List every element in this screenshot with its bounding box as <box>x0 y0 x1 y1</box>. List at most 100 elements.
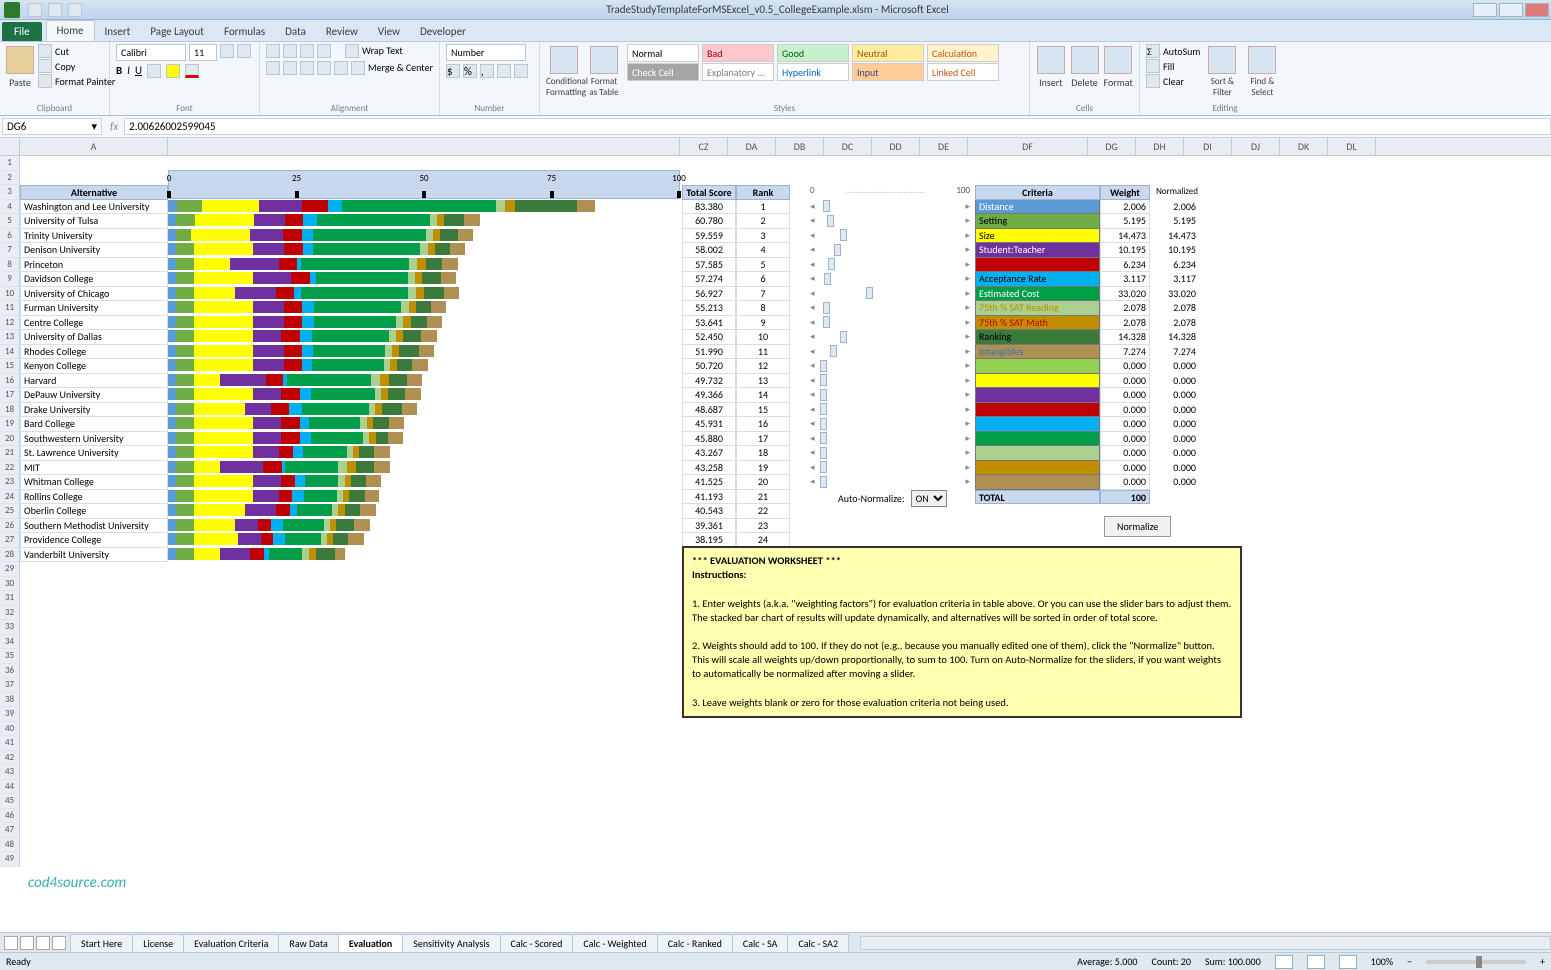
save-icon[interactable] <box>28 3 42 17</box>
slider[interactable]: ◂▸ <box>810 373 970 388</box>
col-header[interactable]: DD <box>872 138 920 155</box>
col-header[interactable] <box>168 138 680 155</box>
alternative-cell[interactable]: Southwestern University <box>20 432 168 447</box>
zoom-out-button[interactable]: − <box>1407 955 1412 968</box>
fx-icon[interactable]: fx <box>110 120 118 133</box>
cell-styles-gallery[interactable]: NormalBadGoodNeutralCalculationCheck Cel… <box>626 44 1000 81</box>
alternative-cell[interactable]: Trinity University <box>20 229 168 244</box>
zoom-slider[interactable] <box>1426 960 1526 964</box>
sheet-tab[interactable]: Calc - Weighted <box>572 934 657 952</box>
italic-button[interactable]: I <box>127 64 130 78</box>
ribbon-tab-formulas[interactable]: Formulas <box>214 22 275 41</box>
comma-icon[interactable]: , <box>480 64 494 78</box>
cut-button[interactable]: Cut <box>38 44 115 58</box>
slider[interactable]: ◂▸ <box>810 214 970 229</box>
slider[interactable]: ◂▸ <box>810 315 970 330</box>
fill-color-icon[interactable] <box>166 64 180 78</box>
currency-icon[interactable]: $ <box>446 64 460 78</box>
tab-prev-icon[interactable] <box>20 936 34 950</box>
formula-input[interactable]: 2.00626002599045 <box>124 118 1551 135</box>
alternative-cell[interactable]: Vanderbilt University <box>20 548 168 563</box>
inc-dec-icon[interactable] <box>497 64 511 78</box>
ribbon-tab-view[interactable]: View <box>368 22 410 41</box>
align-mid-icon[interactable] <box>283 44 297 58</box>
sheet-tab[interactable]: Sensitivity Analysis <box>402 934 500 952</box>
sheet-tab[interactable]: Calc - Ranked <box>657 934 733 952</box>
slider[interactable]: ◂▸ <box>810 257 970 272</box>
slider[interactable]: ◂▸ <box>810 460 970 475</box>
sheet-tab[interactable]: Calc - SA2 <box>787 934 849 952</box>
alternative-cell[interactable]: Rollins College <box>20 490 168 505</box>
clear-button[interactable]: Clear <box>1146 74 1200 88</box>
close-button[interactable] <box>1525 3 1549 17</box>
col-header[interactable]: DC <box>824 138 872 155</box>
slider[interactable]: ◂▸ <box>810 286 970 301</box>
underline-button[interactable]: U <box>135 64 142 78</box>
alternative-cell[interactable]: Drake University <box>20 403 168 418</box>
indent-dec-icon[interactable] <box>317 61 331 75</box>
slider[interactable]: ◂▸ <box>810 301 970 316</box>
ribbon-tab-insert[interactable]: Insert <box>95 22 141 41</box>
slider[interactable]: ◂▸ <box>810 431 970 446</box>
alternative-cell[interactable]: MIT <box>20 461 168 476</box>
percent-icon[interactable]: % <box>463 64 477 78</box>
font-size[interactable]: 11 <box>189 44 217 61</box>
font-color-icon[interactable] <box>185 64 199 78</box>
col-header[interactable]: DE <box>920 138 968 155</box>
grow-font-icon[interactable] <box>220 44 234 58</box>
slider[interactable]: ◂▸ <box>810 446 970 461</box>
select-all-button[interactable] <box>0 138 20 155</box>
view-break-icon[interactable] <box>1339 955 1357 969</box>
alternative-cell[interactable]: Davidson College <box>20 272 168 287</box>
alternative-cell[interactable]: University of Tulsa <box>20 214 168 229</box>
alternative-cell[interactable]: Southern Methodist University <box>20 519 168 534</box>
tab-last-icon[interactable] <box>52 936 66 950</box>
style-cell[interactable]: Hyperlink <box>777 63 849 81</box>
slider[interactable]: ◂▸ <box>810 243 970 258</box>
copy-button[interactable]: Copy <box>38 59 115 73</box>
format-cells-button[interactable]: Format <box>1103 44 1133 89</box>
slider[interactable]: ◂▸ <box>810 344 970 359</box>
ribbon-tab-developer[interactable]: Developer <box>410 22 476 41</box>
sheet-tab[interactable]: Calc - SA <box>732 934 789 952</box>
auto-normalize-select[interactable]: ON <box>911 490 947 507</box>
slider[interactable]: ◂▸ <box>810 228 970 243</box>
col-header[interactable]: DK <box>1280 138 1328 155</box>
chevron-down-icon[interactable]: ▾ <box>91 120 97 133</box>
style-cell[interactable]: Linked Cell <box>927 63 999 81</box>
align-right-icon[interactable] <box>300 61 314 75</box>
style-cell[interactable]: Neutral <box>852 44 924 62</box>
format-table-button[interactable]: Format as Table <box>586 44 622 98</box>
sort-filter-button[interactable]: Sort & Filter <box>1204 44 1240 98</box>
worksheet-grid[interactable]: 1234567891011121314151617181920212223242… <box>0 156 1551 932</box>
slider[interactable]: ◂▸ <box>810 388 970 403</box>
col-header[interactable]: DA <box>728 138 776 155</box>
alternative-cell[interactable]: University of Dallas <box>20 330 168 345</box>
style-cell[interactable]: Bad <box>702 44 774 62</box>
find-select-button[interactable]: Find & Select <box>1244 44 1280 98</box>
undo-icon[interactable] <box>48 3 62 17</box>
col-header[interactable]: DI <box>1184 138 1232 155</box>
col-header[interactable]: A <box>20 138 168 155</box>
shrink-font-icon[interactable] <box>237 44 251 58</box>
alternative-cell[interactable]: Bard College <box>20 417 168 432</box>
style-cell[interactable]: Normal <box>627 44 699 62</box>
bold-button[interactable]: B <box>116 64 122 78</box>
ribbon-tab-page-layout[interactable]: Page Layout <box>140 22 214 41</box>
horizontal-scrollbar[interactable] <box>860 936 1551 950</box>
format-painter-button[interactable]: Format Painter <box>38 74 115 88</box>
align-center-icon[interactable] <box>283 61 297 75</box>
slider[interactable]: ◂▸ <box>810 272 970 287</box>
slider[interactable]: ◂▸ <box>810 417 970 432</box>
indent-inc-icon[interactable] <box>334 61 348 75</box>
alternative-cell[interactable]: Whitman College <box>20 475 168 490</box>
dec-dec-icon[interactable] <box>514 64 528 78</box>
align-top-icon[interactable] <box>266 44 280 58</box>
alternative-cell[interactable]: Washington and Lee University <box>20 200 168 215</box>
fill-button[interactable]: Fill <box>1146 59 1200 73</box>
delete-cells-button[interactable]: Delete <box>1070 44 1100 89</box>
zoom-in-button[interactable]: + <box>1540 955 1545 968</box>
alternative-cell[interactable]: University of Chicago <box>20 287 168 302</box>
sheet-tab[interactable]: License <box>132 934 184 952</box>
style-cell[interactable]: Calculation <box>927 44 999 62</box>
